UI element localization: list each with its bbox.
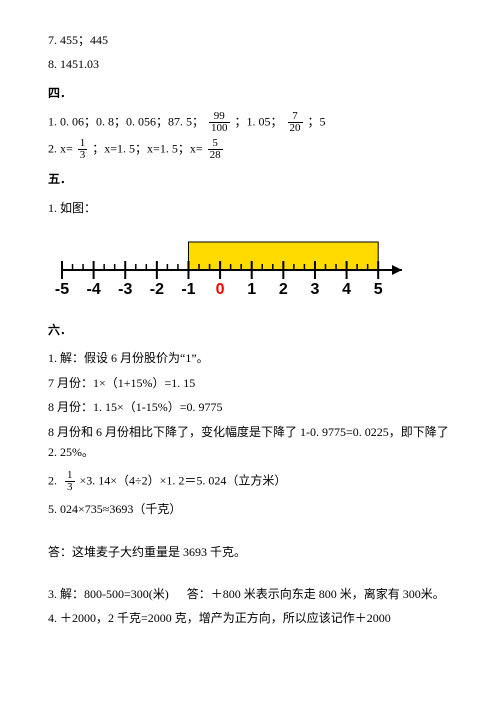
q7-v1: 455； — [60, 33, 90, 47]
svg-text:-1: -1 — [181, 281, 195, 298]
svg-text:-5: -5 — [55, 281, 69, 298]
svg-text:0: 0 — [216, 281, 225, 298]
frac-den: 20 — [288, 123, 303, 134]
svg-text:5: 5 — [374, 281, 383, 298]
q8-label: 8. — [48, 57, 57, 71]
sec6-1-a: 1. 解：假设 6 月份股价为“1”。 — [48, 348, 452, 368]
frac-7-20: 7 20 — [288, 111, 303, 134]
line-8: 8. 1451.03 — [48, 54, 452, 74]
frac-1-3: 1 3 — [78, 138, 88, 161]
sec6-1-b: 7 月份：1×（1+15%）=1. 15 — [48, 373, 452, 393]
sec6-2-l2: 5. 024×735≈3693（千克） — [48, 499, 452, 519]
frac-5-28: 5 28 — [208, 138, 223, 161]
page: 7. 455；445 8. 1451.03 四． 1. 0. 06；0. 8；0… — [0, 0, 500, 707]
sec4-2-prefix: 2. x= — [48, 141, 73, 155]
sec4-line1: 1. 0. 06；0. 8；0. 056；87. 5； 99 100 ；1. 0… — [48, 111, 452, 134]
q7-v2: 445 — [90, 33, 108, 47]
svg-text:3: 3 — [310, 281, 319, 298]
section-4-title: 四． — [48, 83, 452, 103]
sec4-line2: 2. x= 1 3 ；x=1. 5；x=1. 5；x= 5 28 — [48, 138, 452, 161]
sec6-3-b: 答：＋800 米表示向东走 800 米，离家有 300米。 — [187, 587, 445, 601]
frac-den: 100 — [209, 123, 230, 134]
sec6-4: 4. ＋2000，2 千克=2000 克，增产为正方向，所以应该记作＋2000 — [48, 608, 452, 628]
frac-den: 28 — [208, 150, 223, 161]
section-5-title: 五． — [48, 169, 452, 189]
svg-text:-3: -3 — [118, 281, 132, 298]
sec6-2: 2. 1 3 ×3. 14×（4÷2）×1. 2＝5. 024（立方米） — [48, 470, 452, 493]
sec6-3: 3. 解：800-500=300(米) 答：＋800 米表示向东走 800 米，… — [48, 584, 452, 604]
q8-v: 1451.03 — [60, 57, 99, 71]
sec6-1-d: 8 月份和 6 月份相比下降了，变化幅度是下降了 1-0. 9775=0. 02… — [48, 422, 452, 463]
sec6-2-prefix: 2. — [48, 474, 57, 488]
svg-text:4: 4 — [342, 281, 351, 298]
sec4-1-prefix: 1. 0. 06；0. 8；0. 056；87. 5； — [48, 114, 204, 128]
sec6-2-ans: 答：这堆麦子大约重量是 3693 千克。 — [48, 542, 452, 562]
sec4-2-mid: ；x=1. 5；x=1. 5；x= — [92, 141, 202, 155]
sec4-1-mid1: ；1. 05； — [235, 114, 283, 128]
number-line-figure: -5 -4 -3 -2 -1 0 1 2 3 4 5 — [48, 230, 452, 308]
line-7: 7. 455；445 — [48, 30, 452, 50]
sec4-1-mid2: ；5 — [308, 114, 326, 128]
svg-text:2: 2 — [279, 281, 288, 298]
svg-text:1: 1 — [247, 281, 256, 298]
frac-den: 3 — [65, 482, 75, 493]
frac-99-100: 99 100 — [209, 111, 230, 134]
sec6-2-rest: ×3. 14×（4÷2）×1. 2＝5. 024（立方米） — [80, 474, 287, 488]
frac-1-3-b: 1 3 — [65, 470, 75, 493]
frac-den: 3 — [78, 150, 88, 161]
sec5-l1: 1. 如图： — [48, 198, 452, 218]
section-6-title: 六． — [48, 320, 452, 340]
number-line-svg: -5 -4 -3 -2 -1 0 1 2 3 4 5 — [48, 230, 408, 308]
svg-text:-4: -4 — [87, 281, 101, 298]
sec6-1-c: 8 月份：1. 15×（1-15%）=0. 9775 — [48, 397, 452, 417]
sec6-3-a: 3. 解：800-500=300(米) — [48, 587, 169, 601]
q7-label: 7. — [48, 33, 57, 47]
svg-text:-2: -2 — [150, 281, 164, 298]
